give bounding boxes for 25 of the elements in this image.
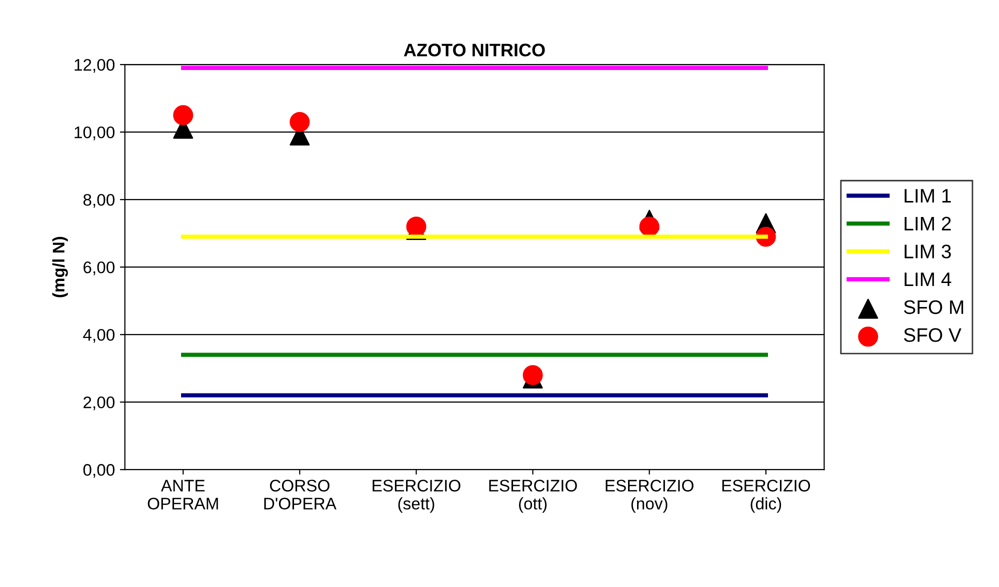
legend-label: LIM 4 — [904, 272, 952, 286]
y-tick-label: 6,00 — [84, 261, 115, 276]
point — [406, 216, 426, 237]
legend-label: SFO M — [904, 300, 964, 314]
y-tick-label: 0,00 — [83, 464, 115, 478]
point — [173, 105, 194, 126]
y-tick-label: 2,00 — [84, 396, 115, 410]
y-tick-label: 4,00 — [83, 328, 115, 343]
x-tick-label: ESERCIZIO (dic) — [722, 480, 810, 513]
x-tick-label: ANTE OPERAM — [148, 480, 218, 510]
y-axis-title: (mg/l N) — [52, 236, 68, 298]
y-tick-label: 12,00 — [74, 58, 115, 73]
y-tick-label: 10,00 — [74, 126, 115, 140]
legend-label: LIM 1 — [904, 189, 951, 202]
legend-label: LIM 2 — [904, 216, 951, 230]
legend-label: LIM 3 — [904, 244, 951, 258]
point — [290, 112, 310, 132]
chart-title: AZOTO NITRICO — [404, 44, 545, 56]
x-tick-label: ESERCIZIO (ott) — [489, 480, 577, 513]
x-tick-label: ESERCIZIO (sett) — [372, 480, 460, 513]
x-tick-label: ESERCIZIO (nov) — [606, 480, 694, 513]
y-tick-label: 8,00 — [83, 194, 115, 208]
x-tick-label: CORSO D'OPERA — [264, 480, 336, 510]
point — [639, 216, 660, 237]
legend-label: SFO V — [904, 328, 962, 342]
